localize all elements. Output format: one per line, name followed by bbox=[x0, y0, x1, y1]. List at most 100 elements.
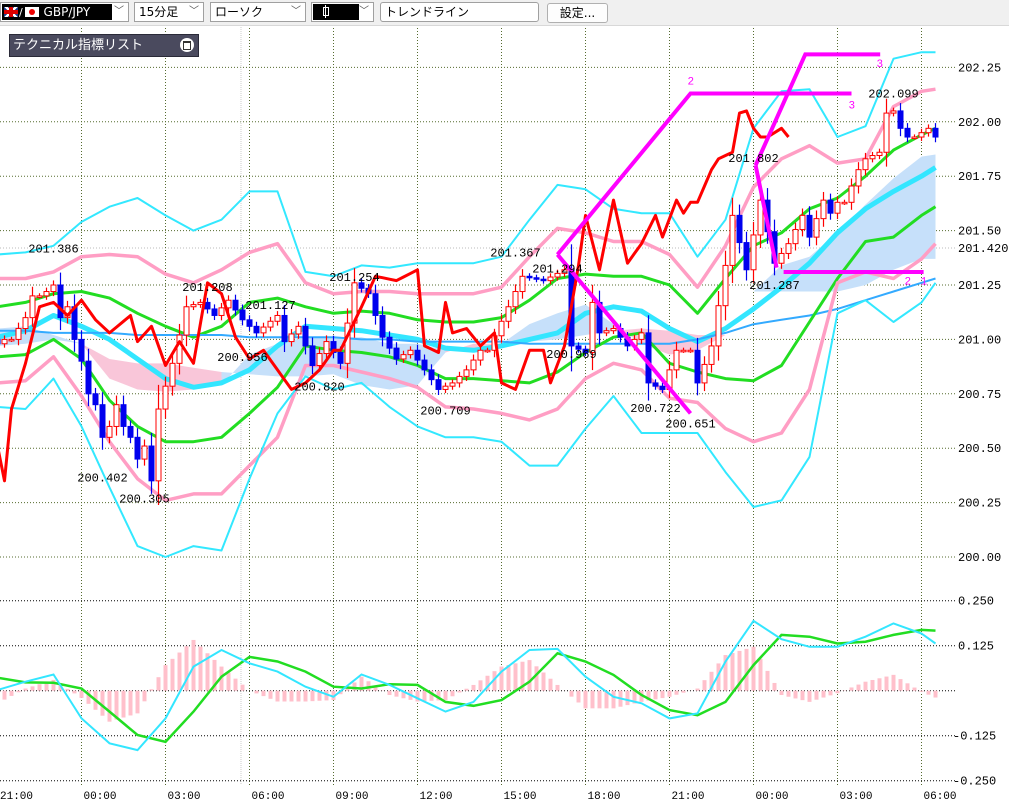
histogram-bar bbox=[324, 690, 329, 701]
candle-down bbox=[148, 445, 155, 482]
price-tick-label: 201.75 bbox=[958, 170, 1001, 184]
histogram-bar bbox=[772, 682, 777, 691]
candle-down bbox=[540, 278, 547, 282]
signal-line bbox=[0, 628, 936, 744]
zigzag-wave-label: 2 bbox=[688, 76, 695, 88]
histogram-bar bbox=[905, 683, 910, 691]
histogram-bar bbox=[233, 678, 238, 691]
histogram-bar bbox=[492, 671, 497, 691]
high-label: 201.127 bbox=[245, 299, 295, 313]
zigzag-line bbox=[753, 52, 881, 167]
histogram-bar bbox=[450, 690, 455, 697]
candle-down bbox=[694, 349, 701, 384]
histogram-bar bbox=[170, 658, 175, 691]
time-tick-label: 06:00 bbox=[252, 791, 285, 803]
line-bb-upper-inner bbox=[0, 126, 937, 339]
histogram-bar bbox=[548, 678, 553, 691]
candle-up bbox=[785, 243, 792, 254]
candle-up bbox=[106, 425, 113, 438]
histogram-bar bbox=[44, 682, 49, 691]
color-select[interactable]: ﹀ bbox=[311, 2, 374, 22]
chevron-down-icon[interactable]: ﹀ bbox=[189, 6, 199, 17]
candle-up bbox=[113, 404, 120, 427]
histogram-bar bbox=[443, 690, 448, 701]
histogram-bar bbox=[765, 670, 770, 691]
histogram-bar bbox=[513, 663, 518, 691]
chevron-down-icon[interactable]: ﹀ bbox=[114, 6, 124, 17]
technical-indicator-list-panel[interactable]: テクニカル指標リスト bbox=[9, 34, 199, 57]
candle-up bbox=[610, 328, 617, 332]
histogram-bar bbox=[303, 690, 308, 702]
candle-down bbox=[659, 385, 666, 390]
candle-up bbox=[848, 185, 855, 203]
histogram-bar bbox=[793, 690, 798, 699]
candles bbox=[0, 98, 939, 505]
chevron-down-icon[interactable]: ﹀ bbox=[359, 6, 369, 17]
timeframe-select[interactable]: 15分足 ﹀ bbox=[134, 2, 204, 22]
histogram-bar bbox=[51, 679, 56, 691]
candle-up bbox=[841, 201, 848, 205]
histogram-bar bbox=[135, 690, 140, 714]
histogram-bar bbox=[198, 646, 203, 691]
cloud-bearish-segment bbox=[137, 363, 166, 392]
candle-up bbox=[470, 359, 477, 371]
histogram-bar bbox=[667, 690, 672, 697]
histogram-bar bbox=[79, 690, 84, 698]
histogram-bar bbox=[401, 690, 406, 699]
histogram-bar bbox=[758, 658, 763, 691]
time-tick-label: 15:00 bbox=[504, 791, 537, 803]
oscillator-panel bbox=[0, 619, 938, 752]
price-tick-label: 201.25 bbox=[958, 279, 1001, 293]
candle-up bbox=[218, 307, 225, 316]
candle-up bbox=[813, 218, 820, 238]
histogram-bar bbox=[933, 690, 938, 698]
cloud-bearish-segment bbox=[613, 324, 642, 344]
histogram-bar bbox=[604, 690, 609, 709]
histogram-bar bbox=[436, 690, 441, 701]
histogram-bar bbox=[282, 690, 287, 702]
candle-up bbox=[316, 353, 323, 367]
histogram-bar bbox=[527, 660, 532, 691]
candle-down bbox=[435, 379, 442, 390]
candle-down bbox=[932, 127, 939, 138]
color-swatch bbox=[313, 4, 359, 20]
histogram-bar bbox=[814, 690, 819, 700]
histogram-bar bbox=[65, 688, 70, 691]
candle-down bbox=[897, 110, 904, 129]
settings-button[interactable]: 設定... bbox=[547, 3, 608, 23]
price-tick-label: 202.25 bbox=[958, 61, 1001, 75]
candle-up bbox=[22, 317, 29, 330]
chart-type-select[interactable]: ローソク ﹀ bbox=[210, 2, 306, 22]
symbol-label: GBP/JPY bbox=[43, 5, 91, 19]
histogram-bar bbox=[2, 690, 7, 700]
candle-down bbox=[337, 351, 344, 364]
candle-up bbox=[855, 169, 862, 187]
candle-down bbox=[57, 284, 64, 319]
candle-down bbox=[582, 348, 589, 353]
trendline-field[interactable]: トレンドライン bbox=[380, 2, 539, 22]
chevron-down-icon[interactable]: ﹀ bbox=[291, 6, 301, 17]
candle-down bbox=[134, 436, 141, 460]
histogram-bar bbox=[653, 690, 658, 700]
time-tick-label: 21:00 bbox=[672, 791, 705, 803]
histogram-bar bbox=[72, 690, 77, 694]
histogram-bar bbox=[744, 648, 749, 691]
candle-up bbox=[400, 354, 407, 360]
restore-window-icon[interactable] bbox=[180, 38, 194, 52]
symbol-select[interactable]: / GBP/JPY ﹀ bbox=[0, 2, 129, 22]
chart-type-label: ローソク bbox=[215, 5, 264, 19]
histogram-bar bbox=[205, 653, 210, 691]
candle-up bbox=[883, 112, 890, 153]
zigzag-line bbox=[753, 164, 779, 268]
histogram-bar bbox=[471, 684, 476, 691]
toolbar: / GBP/JPY ﹀ 15分足 ﹀ ローソク ﹀ ﹀ トレンドライン 設定..… bbox=[0, 0, 1009, 26]
candle-up bbox=[260, 326, 267, 334]
candle-up bbox=[176, 334, 183, 364]
histogram-bar bbox=[919, 690, 924, 692]
histogram-bar bbox=[856, 684, 861, 691]
candle-down bbox=[379, 314, 386, 338]
histogram-bar bbox=[317, 690, 322, 701]
price-tick-label: 201.00 bbox=[958, 333, 1001, 347]
